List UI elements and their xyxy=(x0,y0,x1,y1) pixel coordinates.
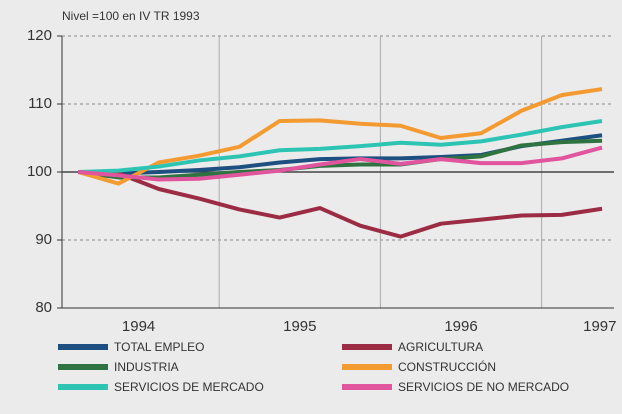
legend-label: SERVICIOS DE NO MERCADO xyxy=(398,380,569,394)
x-tick-label: 1997 xyxy=(583,318,616,335)
legend-label: CONSTRUCCIÓN xyxy=(398,359,496,374)
series-line xyxy=(77,145,603,182)
y-tick-label: 80 xyxy=(35,299,52,316)
x-tick-label: 1994 xyxy=(122,318,155,335)
series-line xyxy=(77,138,603,180)
chart-subtitle: Nivel =100 en IV TR 1993 xyxy=(62,9,200,23)
x-tick-label: 1995 xyxy=(283,318,316,335)
legend-label: AGRICULTURA xyxy=(398,340,483,354)
y-tick-label: 100 xyxy=(27,163,52,180)
legend-label: TOTAL EMPLEO xyxy=(114,340,204,354)
y-tick-label: 120 xyxy=(27,27,52,44)
y-tick-label: 110 xyxy=(28,95,52,112)
series-line xyxy=(78,170,603,239)
legend-label: INDUSTRIA xyxy=(114,360,179,374)
legend-label: SERVICIOS DE MERCADO xyxy=(114,380,264,394)
series-line xyxy=(78,119,603,174)
x-tick-label: 1996 xyxy=(444,318,477,335)
y-tick-label: 90 xyxy=(35,231,52,248)
series-line xyxy=(77,87,603,186)
